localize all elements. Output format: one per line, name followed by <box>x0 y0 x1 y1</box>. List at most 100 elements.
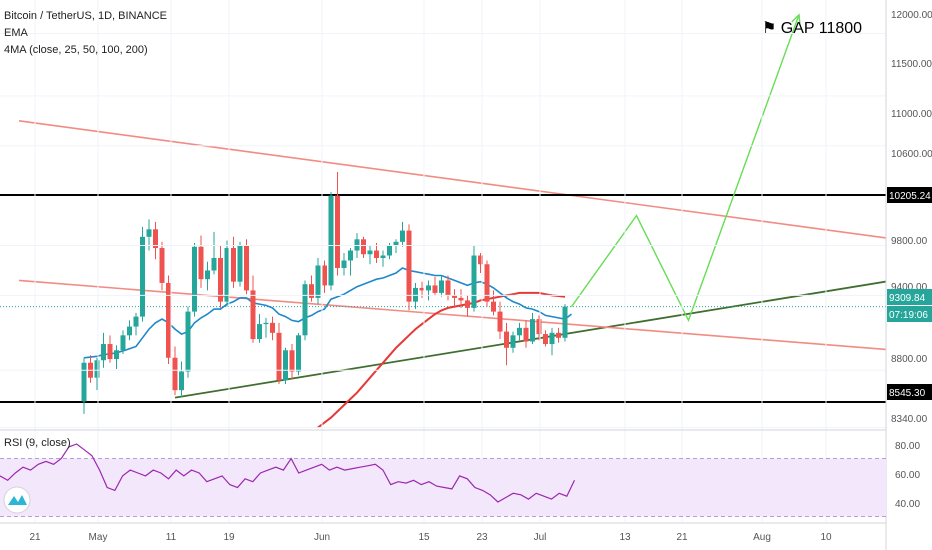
candle-body <box>406 230 412 302</box>
price-tick-label: 9800.00 <box>891 236 928 247</box>
time-tick-label: 15 <box>418 532 430 543</box>
candle-body <box>127 326 132 336</box>
candle-body <box>276 332 282 381</box>
price-tick-label: 11000.00 <box>891 109 932 120</box>
trendline-channel-top <box>18 120 886 239</box>
gap-annotation: ⚑ GAP 11800 <box>762 20 863 37</box>
candle-body <box>335 195 340 268</box>
rsi-legend[interactable]: RSI (9, close) <box>4 437 71 449</box>
countdown-label: 07:19:06 <box>889 310 928 321</box>
rsi-tick-label: 40.00 <box>895 499 920 510</box>
candle-body <box>94 360 100 378</box>
price-tick-label: 10600.00 <box>891 149 932 160</box>
candle-body <box>237 245 243 282</box>
candle-body <box>497 311 503 332</box>
projection-arrowhead <box>791 13 801 25</box>
rsi-tick-label: 80.00 <box>895 441 920 452</box>
time-tick-label: Jun <box>314 532 330 543</box>
candle-body <box>179 371 184 391</box>
candle-body <box>478 255 483 265</box>
candle-body <box>432 285 438 293</box>
candle-body <box>400 230 405 242</box>
candle-body <box>348 250 353 261</box>
logo-circle <box>3 486 31 514</box>
candle-body <box>101 344 106 361</box>
projection-path <box>570 14 800 323</box>
price-tick-label: 11500.00 <box>891 59 932 70</box>
ma-legend[interactable]: 4MA (close, 25, 50, 100, 200) <box>4 44 148 56</box>
candle-body <box>413 287 418 302</box>
candle-body <box>536 319 542 335</box>
candle-body <box>159 248 165 283</box>
candle-body <box>107 344 113 360</box>
candle-body <box>231 248 236 282</box>
current-price-label: 9309.84 <box>889 293 926 304</box>
ema-legend[interactable]: EMA <box>4 27 28 39</box>
candle-body <box>426 285 431 291</box>
candle-body <box>283 350 288 381</box>
candle-body <box>439 280 444 293</box>
candle-body <box>328 195 334 286</box>
time-tick-label: May <box>89 532 108 543</box>
time-tick-label: 10 <box>820 532 832 543</box>
candle-body <box>218 258 223 302</box>
candle-body <box>302 284 308 336</box>
price-tick-label: 8800.00 <box>891 354 928 365</box>
candle-body <box>419 287 425 291</box>
logo-icon <box>3 486 31 514</box>
candle-body <box>211 258 217 271</box>
candle-body <box>296 335 301 372</box>
candle-body <box>263 322 269 325</box>
rsi-tick-label: 60.00 <box>895 470 920 481</box>
upper-level-label: 10205.24 <box>889 191 931 202</box>
time-tick-label: 23 <box>476 532 488 543</box>
candle-body <box>445 280 451 296</box>
candle-body <box>562 306 568 338</box>
candle-body <box>361 239 366 255</box>
candle-body <box>315 265 321 298</box>
candle-body <box>185 311 191 372</box>
candle-body <box>517 327 522 336</box>
time-tick-label: 19 <box>223 532 235 543</box>
candle-body <box>549 332 555 345</box>
candle-body <box>471 255 477 308</box>
current-price-label-bg <box>887 289 932 305</box>
time-tick-label: 13 <box>619 532 631 543</box>
candle-body <box>153 229 158 249</box>
candle-body <box>309 284 314 298</box>
candle-body <box>530 319 535 342</box>
candle-body <box>556 332 561 338</box>
candle-body <box>393 241 399 246</box>
candle-body <box>172 357 178 391</box>
candle-body <box>491 301 496 312</box>
time-tick-label: 21 <box>676 532 688 543</box>
candle-body <box>341 260 347 268</box>
candle-body <box>374 250 379 259</box>
candle-body <box>523 327 529 342</box>
candle-body <box>543 334 548 345</box>
candle-body <box>192 246 197 312</box>
candle-body <box>198 246 204 280</box>
candle-body <box>114 350 119 360</box>
candle-body <box>146 229 152 237</box>
countdown-label-bg <box>887 306 932 322</box>
price-tick-label: 12000.00 <box>891 10 932 21</box>
trendline-channel-bottom <box>18 279 886 351</box>
lower-level-label-bg <box>887 384 932 400</box>
candle-body <box>250 290 256 340</box>
ema-line <box>83 267 572 359</box>
candle-body <box>257 324 262 340</box>
candle-body <box>224 248 230 302</box>
candle-body <box>120 335 126 351</box>
logo-mark <box>8 495 27 505</box>
price-tick-label: 8340.00 <box>891 414 928 425</box>
ma-line <box>315 291 566 428</box>
candle-body <box>140 236 145 317</box>
candle-body <box>458 297 464 301</box>
upper-level-label-bg <box>887 187 932 203</box>
candle-body <box>367 250 373 255</box>
symbol-legend[interactable]: Bitcoin / TetherUS, 1D, BINANCE <box>4 10 168 22</box>
price-tick-label: 9400.00 <box>891 282 928 293</box>
candle-body <box>504 331 509 348</box>
